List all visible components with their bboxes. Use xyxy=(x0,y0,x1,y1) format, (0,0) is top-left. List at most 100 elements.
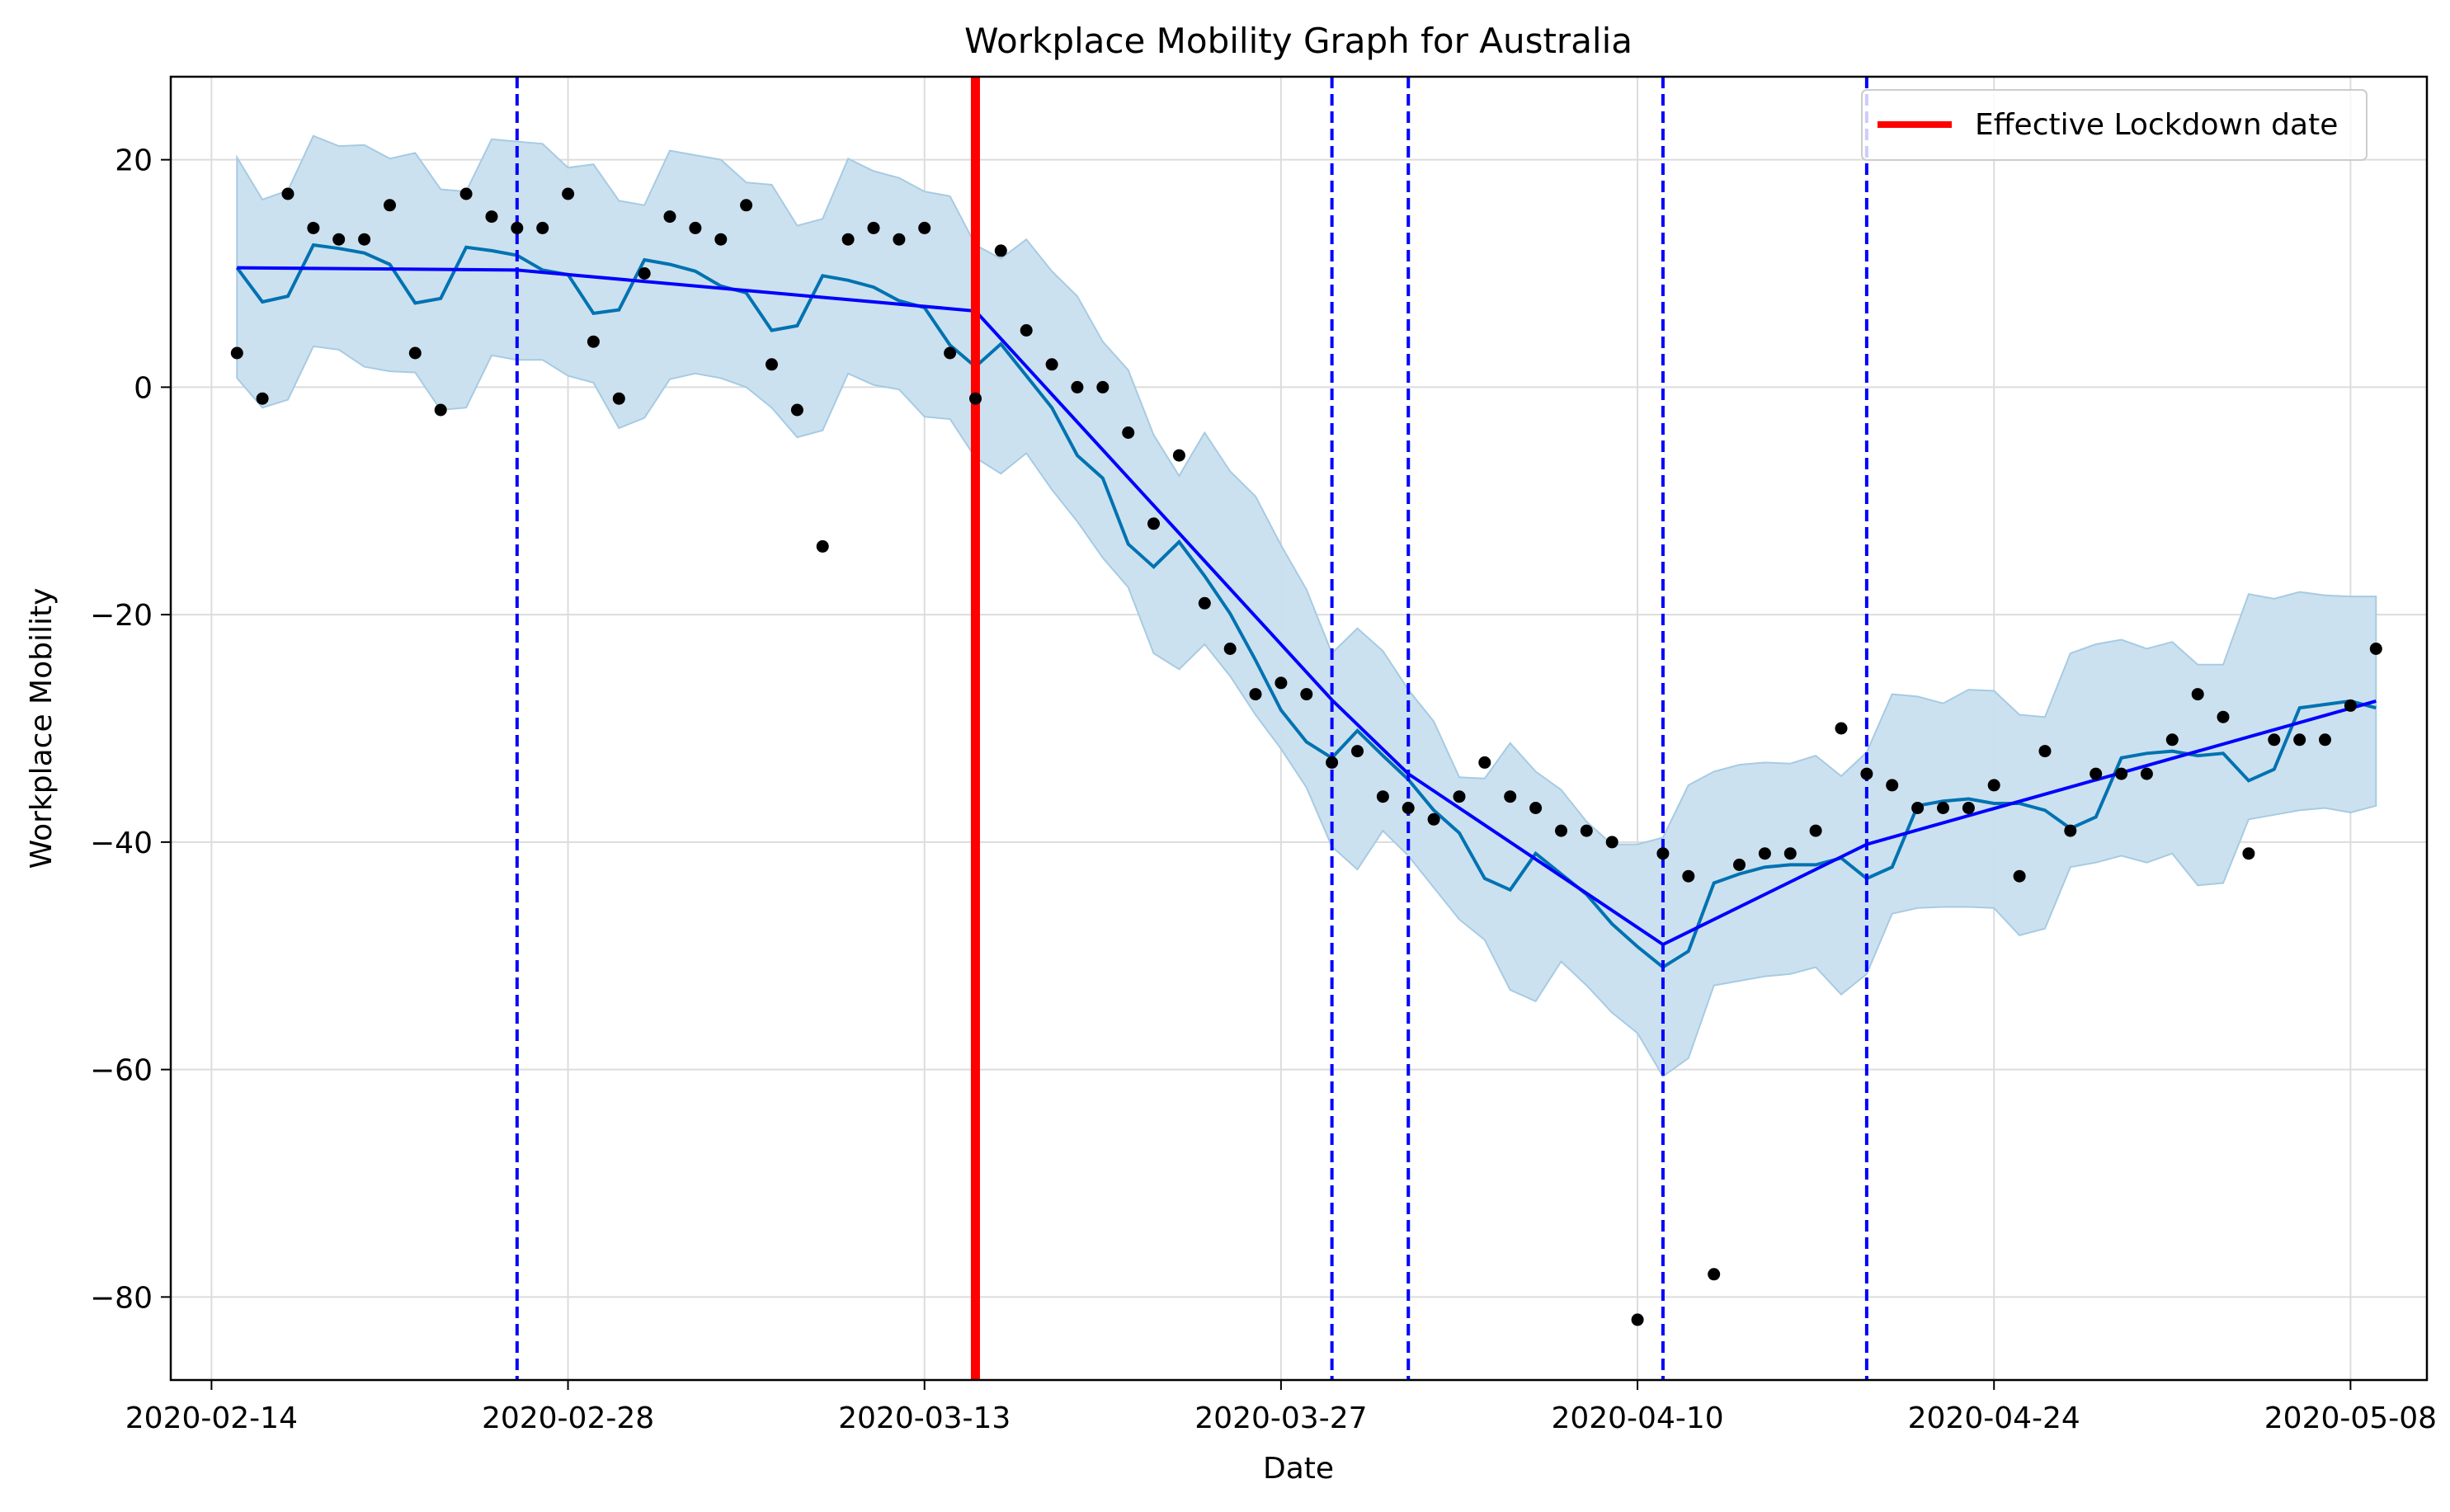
observation-point xyxy=(1071,380,1084,393)
observation-point xyxy=(256,392,269,405)
observation-points xyxy=(230,187,2382,1326)
observation-point xyxy=(511,221,524,234)
observation-point xyxy=(1656,847,1670,860)
observation-point xyxy=(1605,836,1618,849)
observation-point xyxy=(2013,869,2026,883)
observation-point xyxy=(1682,869,1695,883)
observation-point xyxy=(1758,847,1771,860)
y-axis-label: Workplace Mobility xyxy=(25,588,59,869)
observation-point xyxy=(2242,847,2255,860)
observation-point xyxy=(587,335,600,348)
x-tick-label: 2020-04-24 xyxy=(1908,1401,2080,1435)
uncertainty-band xyxy=(236,134,2377,1078)
observation-point xyxy=(918,221,931,234)
y-tick-label: 0 xyxy=(134,371,153,405)
observation-point xyxy=(1249,688,1262,701)
forecast-series-line xyxy=(235,243,2377,969)
observation-point xyxy=(384,199,396,212)
observation-point xyxy=(1886,779,1899,792)
observation-point xyxy=(2191,688,2204,701)
observation-point xyxy=(1300,688,1313,701)
observation-point xyxy=(536,221,549,234)
observation-point xyxy=(1020,324,1033,337)
observation-point xyxy=(841,233,855,246)
observation-point xyxy=(1809,824,1822,837)
forecast-line xyxy=(235,243,2377,969)
observation-point xyxy=(1555,824,1567,837)
observation-point xyxy=(281,187,294,200)
observation-point xyxy=(790,403,803,417)
observation-point xyxy=(1937,802,1949,814)
uncertainty-band-area xyxy=(236,134,2377,1078)
observation-point xyxy=(1835,722,1848,735)
legend-label-lockdown: Effective Lockdown date xyxy=(1975,108,2338,142)
x-axis-ticks: 2020-02-14 2020-02-28 2020-03-13 2020-03-27… xyxy=(125,1380,2437,1435)
observation-point xyxy=(307,221,320,234)
observation-point xyxy=(1326,756,1339,769)
observation-point xyxy=(638,267,651,280)
observation-point xyxy=(2268,733,2281,747)
x-tick-label: 2020-02-14 xyxy=(125,1401,298,1435)
observation-point xyxy=(766,358,778,371)
observation-point xyxy=(1122,426,1135,439)
observation-point xyxy=(1402,802,1415,814)
observation-point xyxy=(2090,767,2103,780)
observation-point xyxy=(1045,358,1058,371)
x-tick-label: 2020-03-27 xyxy=(1194,1401,1367,1435)
observation-point xyxy=(1223,643,1237,655)
observation-point xyxy=(1529,802,1543,814)
observation-point xyxy=(893,233,906,246)
changepoint-lines xyxy=(515,77,1868,1380)
x-tick-label: 2020-04-10 xyxy=(1551,1401,1723,1435)
observation-point xyxy=(994,244,1007,257)
legend-box xyxy=(1861,89,2368,161)
observation-point xyxy=(562,187,575,200)
observation-point xyxy=(1631,1313,1644,1326)
observation-point xyxy=(1478,756,1491,769)
observation-point xyxy=(1860,767,1873,780)
observation-point xyxy=(612,392,625,405)
observation-point xyxy=(689,221,702,234)
observation-point xyxy=(714,233,728,246)
observation-point xyxy=(2293,733,2306,747)
trend-line xyxy=(237,266,2377,947)
observation-point xyxy=(1783,847,1797,860)
x-tick-label: 2020-05-08 xyxy=(2264,1401,2437,1435)
trend-series-line xyxy=(237,266,2377,947)
observation-point xyxy=(434,403,447,417)
observation-point xyxy=(485,210,498,224)
observation-point xyxy=(1096,380,1110,393)
observation-point xyxy=(1962,802,1975,814)
observation-point xyxy=(2038,745,2052,758)
observation-point xyxy=(1351,745,1364,758)
observation-point xyxy=(358,233,371,246)
observation-point xyxy=(2344,699,2357,712)
observation-point xyxy=(230,346,243,360)
observation-point xyxy=(1147,517,1160,530)
observation-point xyxy=(1911,802,1925,814)
observation-point xyxy=(969,392,982,405)
observation-point xyxy=(1427,813,1440,826)
legend: Effective Lockdown date xyxy=(1861,89,2368,161)
y-tick-label: −60 xyxy=(90,1054,153,1088)
y-tick-label: −40 xyxy=(90,827,153,860)
plot-frame xyxy=(169,75,2429,1382)
observation-point xyxy=(2217,710,2230,723)
observation-point xyxy=(1987,779,2000,792)
y-tick-label: −80 xyxy=(90,1281,153,1315)
x-axis-label: Date xyxy=(1263,1452,1334,1486)
observation-point xyxy=(2140,767,2153,780)
observation-point xyxy=(1708,1268,1721,1281)
observation-point xyxy=(1172,449,1185,462)
observation-point xyxy=(1504,790,1517,803)
observation-point xyxy=(944,346,957,360)
observation-point xyxy=(408,346,422,360)
observation-point xyxy=(1376,790,1389,803)
observation-point xyxy=(332,233,346,246)
observation-point xyxy=(2064,824,2077,837)
observation-point xyxy=(2319,733,2331,747)
observation-point xyxy=(1453,790,1466,803)
x-tick-label: 2020-03-13 xyxy=(838,1401,1011,1435)
observation-point xyxy=(816,539,829,553)
